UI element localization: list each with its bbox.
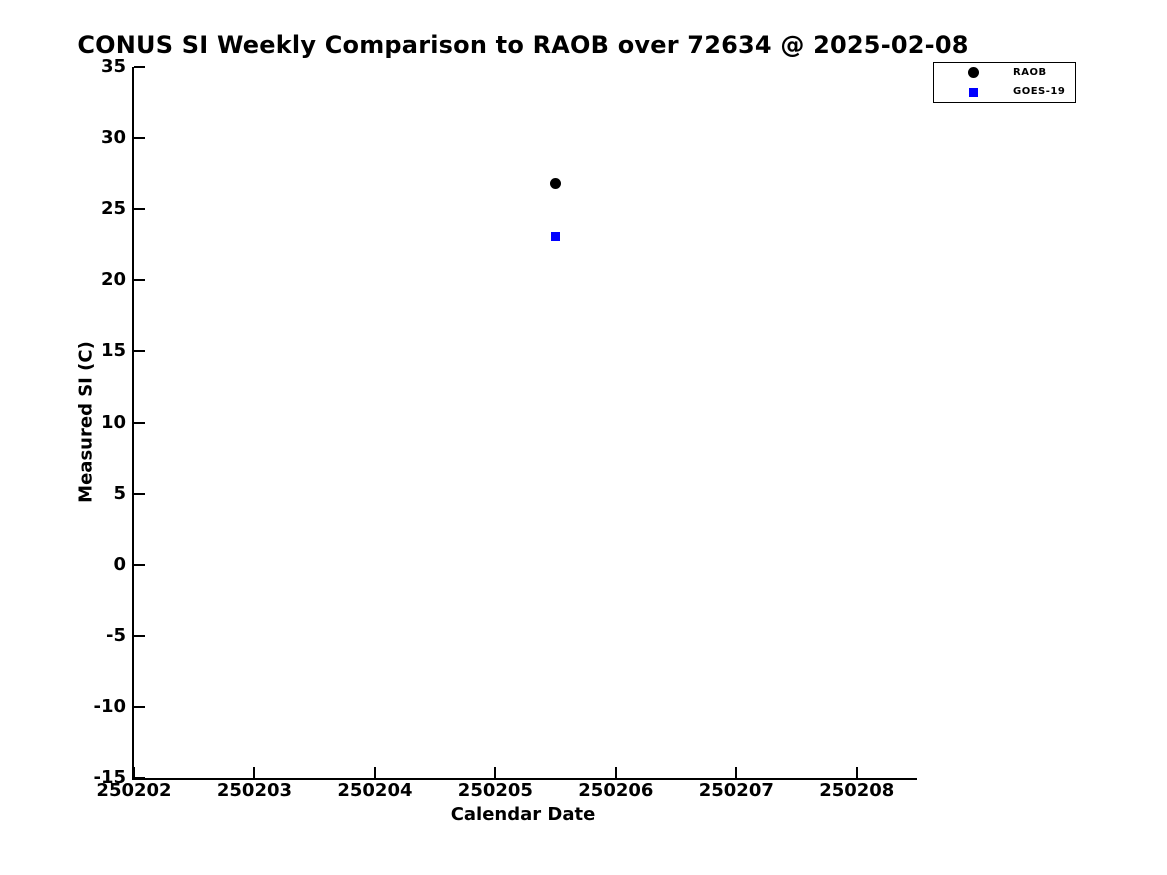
y-tick-label: 15 [100, 340, 126, 362]
x-tick-label: 250207 [698, 780, 774, 801]
y-tick [134, 492, 145, 495]
x-tick [735, 767, 738, 778]
legend-item-goes19: GOES-19 [934, 83, 1075, 102]
y-tick [134, 279, 145, 282]
x-tick-label: 250205 [457, 780, 533, 801]
x-tick-label: 250204 [337, 780, 413, 801]
y-tick [134, 563, 145, 566]
x-tick [253, 767, 256, 778]
y-tick-label: 20 [100, 269, 126, 291]
x-tick-label: 250206 [578, 780, 654, 801]
y-tick [134, 208, 145, 211]
y-tick [134, 634, 145, 637]
x-tick [373, 767, 376, 778]
goes19-square-marker-icon [968, 87, 979, 98]
x-tick [614, 767, 617, 778]
data-point-raob [550, 178, 562, 190]
y-tick-label: 30 [100, 127, 126, 149]
y-tick [134, 421, 145, 424]
y-tick-label: 0 [113, 553, 126, 575]
y-tick [134, 777, 145, 779]
x-tick [494, 767, 497, 778]
y-tick-label: 35 [100, 56, 126, 77]
x-tick [133, 767, 135, 778]
y-tick [134, 66, 145, 68]
x-axis-label: Calendar Date [450, 804, 596, 825]
x-tick-label: 250208 [819, 780, 895, 801]
y-tick [134, 350, 145, 353]
y-tick [134, 705, 145, 708]
y-tick [134, 137, 145, 140]
y-tick-label: -5 [106, 624, 126, 646]
legend: RAOB GOES-19 [933, 62, 1076, 103]
legend-label-raob: RAOB [1013, 66, 1047, 78]
legend-item-raob: RAOB [934, 63, 1075, 82]
raob-circle-marker-icon [968, 67, 979, 79]
x-tick-label: 250203 [216, 780, 293, 801]
x-tick-label: 250202 [96, 780, 172, 801]
y-tick-label: 25 [100, 198, 126, 220]
y-tick-label: -10 [93, 695, 126, 717]
legend-label-goes19: GOES-19 [1013, 86, 1066, 98]
y-tick-label: 10 [100, 411, 126, 433]
y-tick-label: 5 [113, 482, 126, 504]
chart-title: CONUS SI Weekly Comparison to RAOB over … [77, 31, 969, 59]
data-point-goes-19 [551, 231, 561, 241]
y-tick-label: -15 [93, 767, 126, 788]
plot-area: -15 -10 -5 0 5 10 15 20 25 30 35 250202 250203 250204… [93, 58, 917, 800]
x-tick [855, 767, 858, 778]
